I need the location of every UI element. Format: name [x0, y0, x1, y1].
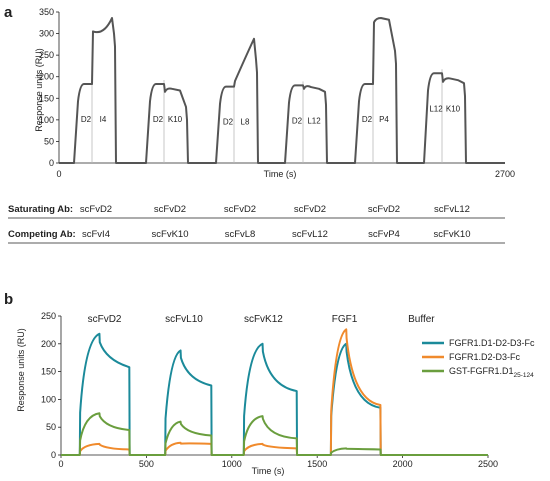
- experiment-label: scFvL10: [165, 314, 203, 325]
- series-line: [61, 412, 488, 456]
- panel-b-ytick-label: 100: [41, 394, 56, 404]
- panel-a-sensorgram: [59, 17, 505, 164]
- panel-b-ytick-label: 150: [41, 367, 56, 377]
- competing-ab: scFvI4: [82, 229, 110, 240]
- panel-a-ytick-label: 100: [39, 115, 54, 125]
- panel-a-ytick-label: 300: [39, 29, 54, 39]
- panel-b-ytick-label: 50: [46, 422, 56, 432]
- cycle-label-second: P4: [379, 115, 389, 124]
- legend-label-d1-sub: 25-124: [514, 372, 535, 379]
- cycle-label-first: D2: [292, 116, 303, 125]
- antibody-table: Saturating Ab: Competing Ab: scFvD2 scFvD…: [8, 204, 505, 244]
- saturating-ab: scFvD2: [224, 204, 256, 215]
- panel-a-ytick-label: 250: [39, 50, 54, 60]
- panel-b-xtick-label: 2000: [393, 459, 413, 469]
- panel-b-legend: FGFR1.D1-D2-D3-Fc FGFR1.D2-D3-Fc GST-FGF…: [422, 338, 535, 379]
- competing-ab: scFvP4: [368, 229, 400, 240]
- cycle-label-first: D2: [153, 115, 164, 124]
- experiment-label: scFvD2: [88, 314, 122, 325]
- panel-a-axes: Response units (RU) Time (s) 0 2700 0 50 1…: [34, 7, 515, 179]
- panel-a-xtick-0: 0: [56, 169, 61, 179]
- cycle-label-second: K10: [168, 115, 183, 124]
- competing-ab: scFvL12: [292, 229, 328, 240]
- legend-label-d1-main: GST-FGFR1.D1: [449, 366, 514, 376]
- series-line: [61, 328, 488, 456]
- panel-b-ylabel: Response units (RU): [16, 328, 26, 412]
- panel-a-xlabel: Time (s): [264, 169, 297, 179]
- panel-a-ytick-label: 200: [39, 72, 54, 82]
- saturating-ab: scFvL12: [434, 204, 470, 215]
- competing-label: Competing Ab:: [8, 229, 76, 240]
- panel-b-xlabel: Time (s): [252, 466, 285, 476]
- panel-b-xtick-label: 0: [58, 459, 63, 469]
- panel-b-ytick-label: 200: [41, 339, 56, 349]
- panel-a-xtick-2700: 2700: [495, 169, 515, 179]
- panel-b-plot: scFvD2 scFvL10 scFvK12 FGF1 Buffer: [61, 314, 488, 456]
- saturating-ab: scFvD2: [368, 204, 400, 215]
- experiment-label: scFvK12: [244, 314, 283, 325]
- saturating-label: Saturating Ab:: [8, 204, 73, 215]
- experiment-label: Buffer: [408, 314, 435, 325]
- experiment-label: FGF1: [332, 314, 358, 325]
- panel-a-ytick-label: 0: [49, 158, 54, 168]
- cycle-label-first: D2: [81, 115, 92, 124]
- panel-b-ytick-label: 0: [51, 450, 56, 460]
- legend-label-d2d3: FGFR1.D2-D3-Fc: [449, 352, 521, 362]
- panel-b-xtick-label: 2500: [478, 459, 498, 469]
- panel-b-xtick-label: 1000: [222, 459, 242, 469]
- panel-a-ytick-label: 150: [39, 93, 54, 103]
- cycle-label-first: L12: [429, 104, 443, 113]
- panel-a-ytick-label: 50: [44, 136, 54, 146]
- cycle-label-second: L12: [307, 116, 321, 125]
- panel-a-label: a: [4, 4, 13, 21]
- panel-a-ytick-label: 350: [39, 7, 54, 17]
- competing-ab: scFvK10: [434, 229, 471, 240]
- series-line: [61, 332, 488, 456]
- panel-b-xtick-label: 500: [139, 459, 154, 469]
- panel-b-label: b: [4, 291, 13, 308]
- panel-b-xtick-label: 1500: [307, 459, 327, 469]
- saturating-ab: scFvD2: [294, 204, 326, 215]
- cycle-label-second: I4: [100, 115, 107, 124]
- legend-label-d1: GST-FGFR1.D125-124: [449, 366, 534, 379]
- panel-b-ytick-label: 250: [41, 311, 56, 321]
- saturating-ab: scFvD2: [80, 204, 112, 215]
- panel-b-axes: Response units (RU) Time (s) 0 50 100 150 20…: [16, 311, 498, 476]
- competing-ab: scFvL8: [225, 229, 256, 240]
- saturating-ab: scFvD2: [154, 204, 186, 215]
- cycle-label-second: K10: [446, 104, 461, 113]
- cycle-label-second: L8: [241, 118, 250, 127]
- cycle-label-first: D2: [223, 118, 234, 127]
- legend-label-fl: FGFR1.D1-D2-D3-Fc: [449, 338, 535, 348]
- competing-ab: scFvK10: [152, 229, 189, 240]
- cycle-label-first: D2: [362, 115, 373, 124]
- panel-a-ylabel: Response units (RU): [34, 48, 44, 132]
